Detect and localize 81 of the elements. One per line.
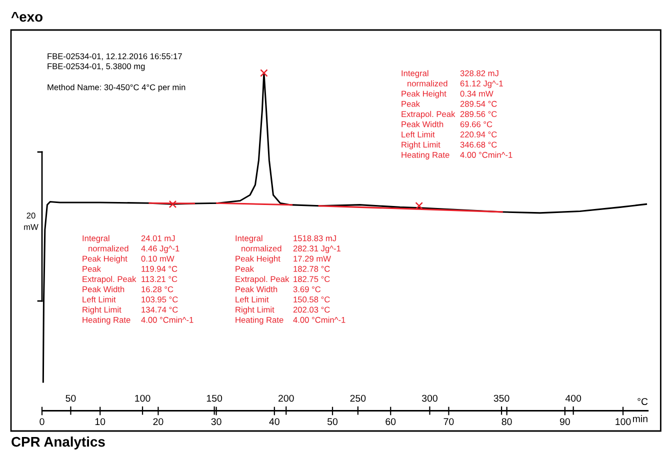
annotation: 289.56 °C xyxy=(460,111,497,118)
text: CPR Analytics xyxy=(12,436,105,450)
annotation: 328.82 mJ xyxy=(460,70,498,76)
annotation: Extrapol. Peak xyxy=(236,276,290,284)
annotation: 4.00 °Cmin^-1 xyxy=(141,316,194,323)
annotation: Heating Rate xyxy=(402,152,450,160)
x2-tick-label: 350 xyxy=(494,394,510,402)
annotation: 24.01 mJ xyxy=(141,235,175,242)
annotation: 16.28 °C xyxy=(142,286,174,292)
x-tick-label: 80 xyxy=(502,418,512,426)
annotation: 113.21 °C xyxy=(142,276,178,282)
annotation: 4.00 °Cmin^-1 xyxy=(293,316,346,323)
annotation: 61.12 Jg^-1 xyxy=(460,80,503,88)
x2-tick-label: 150 xyxy=(206,394,222,402)
annotation: Extrapol. Peak xyxy=(82,276,136,284)
x-tick-label: 30 xyxy=(211,418,222,426)
annotation: 134.74 °C xyxy=(142,306,178,313)
annotation: 119.94 °C xyxy=(142,266,178,272)
annotation: Left Limit xyxy=(402,131,435,138)
x-tick-label: 60 xyxy=(386,418,396,426)
x2-tick-label: 50 xyxy=(66,394,76,402)
annotation: Left Limit xyxy=(236,296,269,302)
x2-axis-title: °C xyxy=(638,398,648,406)
text: FBE-02534-01, 5.3800 mg xyxy=(48,63,145,71)
annotation: Method Name: 30-450°C 4°C per min xyxy=(48,84,186,92)
annotation: 17.29 mW xyxy=(294,256,331,262)
x-tick-label: 50 xyxy=(327,418,338,426)
annotation: 182.75 °C xyxy=(294,276,330,282)
annotation: normalized xyxy=(242,245,282,252)
annotation: 0.34 mW xyxy=(460,90,494,97)
annotation: 3.69 °C xyxy=(293,286,321,292)
annotation: Peak xyxy=(82,266,102,272)
annotation: 282.31 Jg^-1 xyxy=(293,246,341,254)
x-tick-label: 0 xyxy=(40,418,44,426)
annotation: Integral xyxy=(236,235,262,243)
annotation: normalized xyxy=(88,245,128,252)
annotation: Right Limit xyxy=(402,142,440,150)
x-tick-label: 70 xyxy=(444,418,454,426)
annotation: Extrapol. Peak xyxy=(402,110,456,119)
annotation: Integral xyxy=(82,235,110,243)
annotation: Peak Height xyxy=(402,90,446,98)
chart-title: ^exo xyxy=(11,12,42,22)
annotation: 4.00 °Cmin^-1 xyxy=(460,152,512,158)
annotation: Peak xyxy=(402,100,420,107)
annotation: Peak Width xyxy=(82,286,124,292)
annotation: 346.68 °C xyxy=(460,142,497,148)
annotation: Integral xyxy=(402,70,428,78)
annotation: 69.66 °C xyxy=(460,121,492,128)
annotation: Peak Height xyxy=(236,256,280,264)
annotation: Peak Width xyxy=(402,121,444,128)
x2-tick-label: 100 xyxy=(135,394,150,402)
annotation: Right Limit xyxy=(236,306,274,314)
x-tick-label: 100 xyxy=(616,418,631,426)
x-tick-label: 10 xyxy=(95,418,106,426)
x2-tick-label: 300 xyxy=(422,394,438,402)
x2-tick-label: 200 xyxy=(278,394,294,402)
annotation: normalized xyxy=(408,80,448,86)
annotation: Right Limit xyxy=(82,306,122,314)
annotation: 220.94 °C xyxy=(460,132,497,138)
x-tick-label: 20 xyxy=(153,418,164,426)
text: 20 mW xyxy=(24,212,38,230)
x-tick-label: 40 xyxy=(269,418,280,426)
annotation: 182.78 °C xyxy=(294,266,330,272)
x-tick-label: 90 xyxy=(560,418,570,426)
x2-tick-label: 250 xyxy=(350,394,366,402)
x2-tick-label: 400 xyxy=(565,394,582,402)
annotation: 150.58 °C xyxy=(294,296,330,302)
annotation: 103.95 °C xyxy=(142,296,178,302)
annotation: Peak Width xyxy=(236,286,278,292)
annotation: 202.03 °C xyxy=(293,306,330,313)
annotation: 289.54 °C xyxy=(460,100,497,107)
x-axis-title: min xyxy=(632,415,648,422)
annotation: Heating Rate xyxy=(236,316,284,324)
annotation: Peak xyxy=(236,266,254,272)
annotation: 0.10 mW xyxy=(141,256,174,262)
annotation: Peak Height xyxy=(82,256,128,264)
text: FBE-02534-01, 12.12.2016 16:55:17 xyxy=(48,53,182,60)
annotation: 4.46 Jg^-1 xyxy=(141,246,180,254)
annotation: 1518.83 mJ xyxy=(294,235,336,242)
annotation: Heating Rate xyxy=(82,316,130,324)
annotation: Left Limit xyxy=(82,296,116,302)
